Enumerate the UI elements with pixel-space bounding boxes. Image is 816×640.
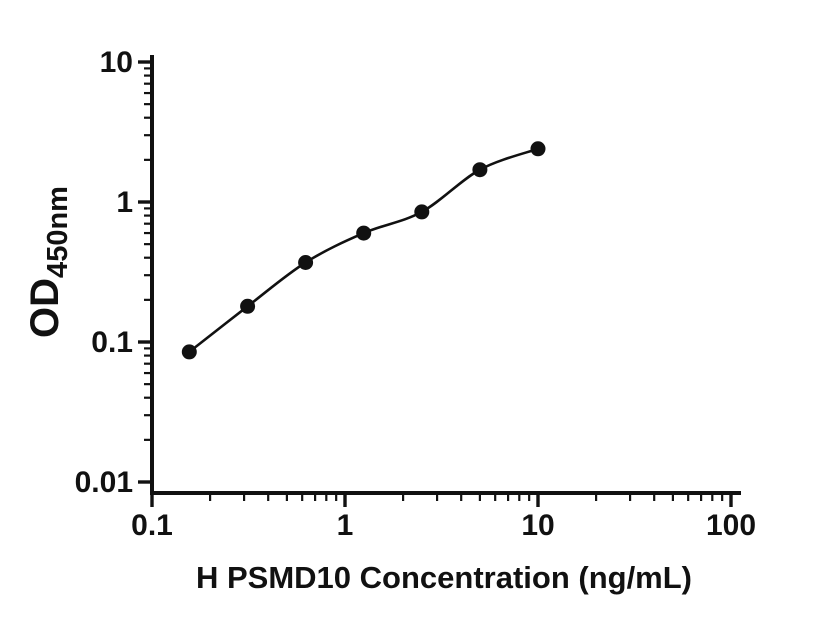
y-axis-title-sub: 450nm <box>42 186 74 278</box>
data-point <box>181 344 197 360</box>
data-point <box>530 141 546 157</box>
x-tick-label: 100 <box>706 509 756 542</box>
fit-curve <box>188 147 540 354</box>
data-point <box>240 298 256 314</box>
y-tick-label: 0.1 <box>91 326 133 359</box>
data-point <box>414 204 430 220</box>
y-tick-label: 1 <box>116 186 133 219</box>
y-axis-title-main: OD <box>23 278 67 338</box>
x-tick-label: 0.1 <box>131 509 173 542</box>
x-axis-title: H PSMD10 Concentration (ng/mL) <box>196 560 692 595</box>
data-point <box>472 162 488 178</box>
y-tick-label: 0.01 <box>75 466 133 499</box>
y-axis-title: OD450nm <box>23 186 74 338</box>
data-point <box>298 255 314 270</box>
x-tick-label: 10 <box>521 509 554 542</box>
data-point <box>356 225 372 241</box>
y-tick-label: 10 <box>100 46 133 79</box>
x-tick-label: 1 <box>337 509 354 542</box>
